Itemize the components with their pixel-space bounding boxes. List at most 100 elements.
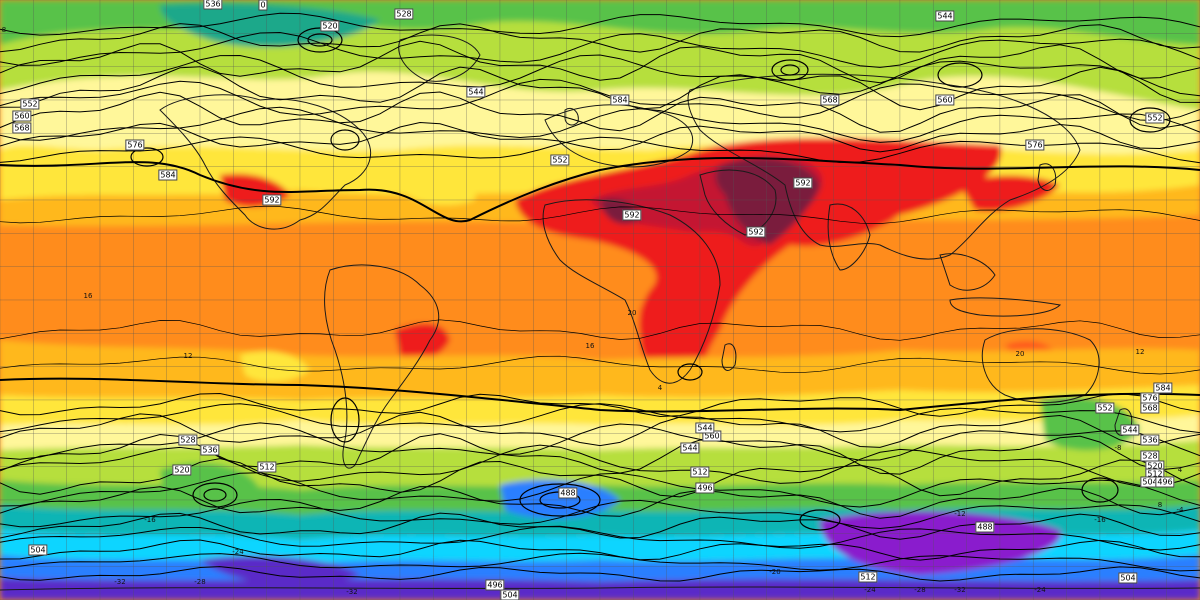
contour-label: 592: [262, 194, 282, 206]
contour-label: 544: [695, 422, 715, 434]
geopotential-isoline-subtropical: [0, 355, 1200, 375]
contour-label: 496: [485, 579, 505, 591]
geopotential-isoline: [0, 444, 1200, 488]
contour-label: 520: [320, 20, 340, 32]
contour-label: 584: [610, 94, 630, 106]
low-center-alaska-inner: [307, 33, 333, 47]
temperature-label: -16: [1094, 516, 1106, 524]
low-center-south-pacific: [192, 482, 238, 508]
temperature-label: -20: [769, 568, 781, 576]
geopotential-isoline: [0, 512, 1200, 540]
contour-label: 544: [680, 442, 700, 454]
geopotential-isoline: [0, 106, 1200, 143]
contour-576-north: [0, 157, 1200, 223]
thick-contours: [0, 157, 1200, 413]
contour-label: 552: [20, 98, 40, 110]
color-band-red-asia: [960, 175, 1060, 212]
contour-label: 512: [858, 571, 878, 583]
low-center-tasman: [1081, 477, 1119, 503]
contour-label: 592: [746, 226, 766, 238]
contour-label: 496: [695, 482, 715, 494]
geopotential-isoline: [0, 422, 1200, 461]
contour-label: 552: [550, 154, 570, 166]
coast-asia: [687, 73, 1081, 260]
contour-label: 568: [820, 94, 840, 106]
temperature-label: 16: [83, 292, 93, 300]
geopotential-isoline: [0, 121, 1200, 153]
coast-arabia: [699, 169, 777, 236]
geopotential-isoline: [0, 136, 1200, 164]
temperature-label: -32: [114, 578, 126, 586]
coast-uk: [564, 107, 579, 126]
color-band-arctic-teal: [160, 3, 380, 48]
geopotential-isoline: [0, 78, 1200, 122]
contour-label: 544: [1120, 424, 1140, 436]
temperature-label: -24: [864, 586, 876, 594]
temperature-label: 20: [627, 309, 637, 317]
contour-label: 504: [500, 589, 520, 600]
low-center-north-pacific: [937, 62, 983, 88]
low-center-siberia-inner: [780, 64, 800, 76]
temperature-label: -8: [1114, 444, 1122, 452]
high-center-southern-africa: [677, 363, 703, 381]
temperature-label: 12: [1135, 348, 1145, 356]
temperature-label: 20: [1015, 350, 1025, 358]
contour-label: 504: [28, 544, 48, 556]
low-center-southern-ocean: [799, 509, 841, 531]
low-center-ne-canada: [330, 129, 360, 151]
geopotential-isoline: [0, 552, 1200, 572]
contour-label: 576: [125, 139, 145, 151]
geopotential-isoline: [0, 498, 1200, 530]
geopotential-isoline: [0, 392, 1200, 418]
geopotential-isoline: [0, 403, 1200, 434]
temperature-label: -24: [232, 548, 244, 556]
geopotential-isoline: [0, 472, 1200, 508]
coast-africa: [542, 199, 721, 384]
low-center-chile: [330, 397, 360, 443]
contour-label: 528: [178, 434, 198, 446]
low-center-kamchatka: [1129, 107, 1171, 133]
low-center-alaska: [297, 27, 343, 53]
geopotential-isoline: [0, 66, 1200, 111]
color-band-spurple2: [200, 555, 360, 585]
geopotential-isoline: [0, 458, 1200, 498]
coast-greenland: [398, 34, 481, 82]
color-band-sgreen-aus: [1040, 396, 1140, 451]
temperature-label: 12: [183, 352, 193, 360]
contour-label: 512: [257, 461, 277, 473]
contour-label: 552: [1095, 402, 1115, 414]
temperature-label: 16: [585, 342, 595, 350]
geopotential-isoline-subtropical: [0, 205, 1200, 224]
temperature-label: -4: [1176, 506, 1184, 514]
coast-japan: [1037, 163, 1057, 191]
contour-label: 512: [690, 466, 710, 478]
coast-madagascar: [721, 343, 737, 371]
contour-label: 520: [172, 464, 192, 476]
contour-label: 592: [622, 209, 642, 221]
geopotential-isoline: [0, 411, 1200, 448]
geopotential-isoline: [0, 539, 1200, 561]
coast-antarctica: [0, 586, 1200, 591]
contour-label: 560: [12, 110, 32, 122]
geopotential-isoline: [0, 566, 1200, 582]
temperature-label: -32: [954, 586, 966, 594]
temperature-label: -28: [914, 586, 926, 594]
geopotential-isoline: [0, 433, 1200, 475]
coast-south-america: [324, 264, 440, 469]
geopotential-isoline: [0, 54, 1200, 97]
contour-label: 560: [935, 94, 955, 106]
contour-label: 488: [975, 521, 995, 533]
geopotential-isoline: [0, 91, 1200, 133]
coast-india: [827, 203, 871, 271]
temperature-label: 8: [1, 26, 7, 34]
contour-label: 584: [1153, 382, 1173, 394]
high-center-pacific: [130, 147, 164, 167]
geopotential-isoline: [0, 525, 1200, 551]
contour-label: 536: [1140, 434, 1160, 446]
contour-label: 536: [203, 0, 223, 10]
temperature-label: -24: [1034, 586, 1046, 594]
temperature-label: -32: [346, 588, 358, 596]
low-center-siberia: [771, 59, 809, 81]
contour-576-south: [0, 377, 1200, 413]
